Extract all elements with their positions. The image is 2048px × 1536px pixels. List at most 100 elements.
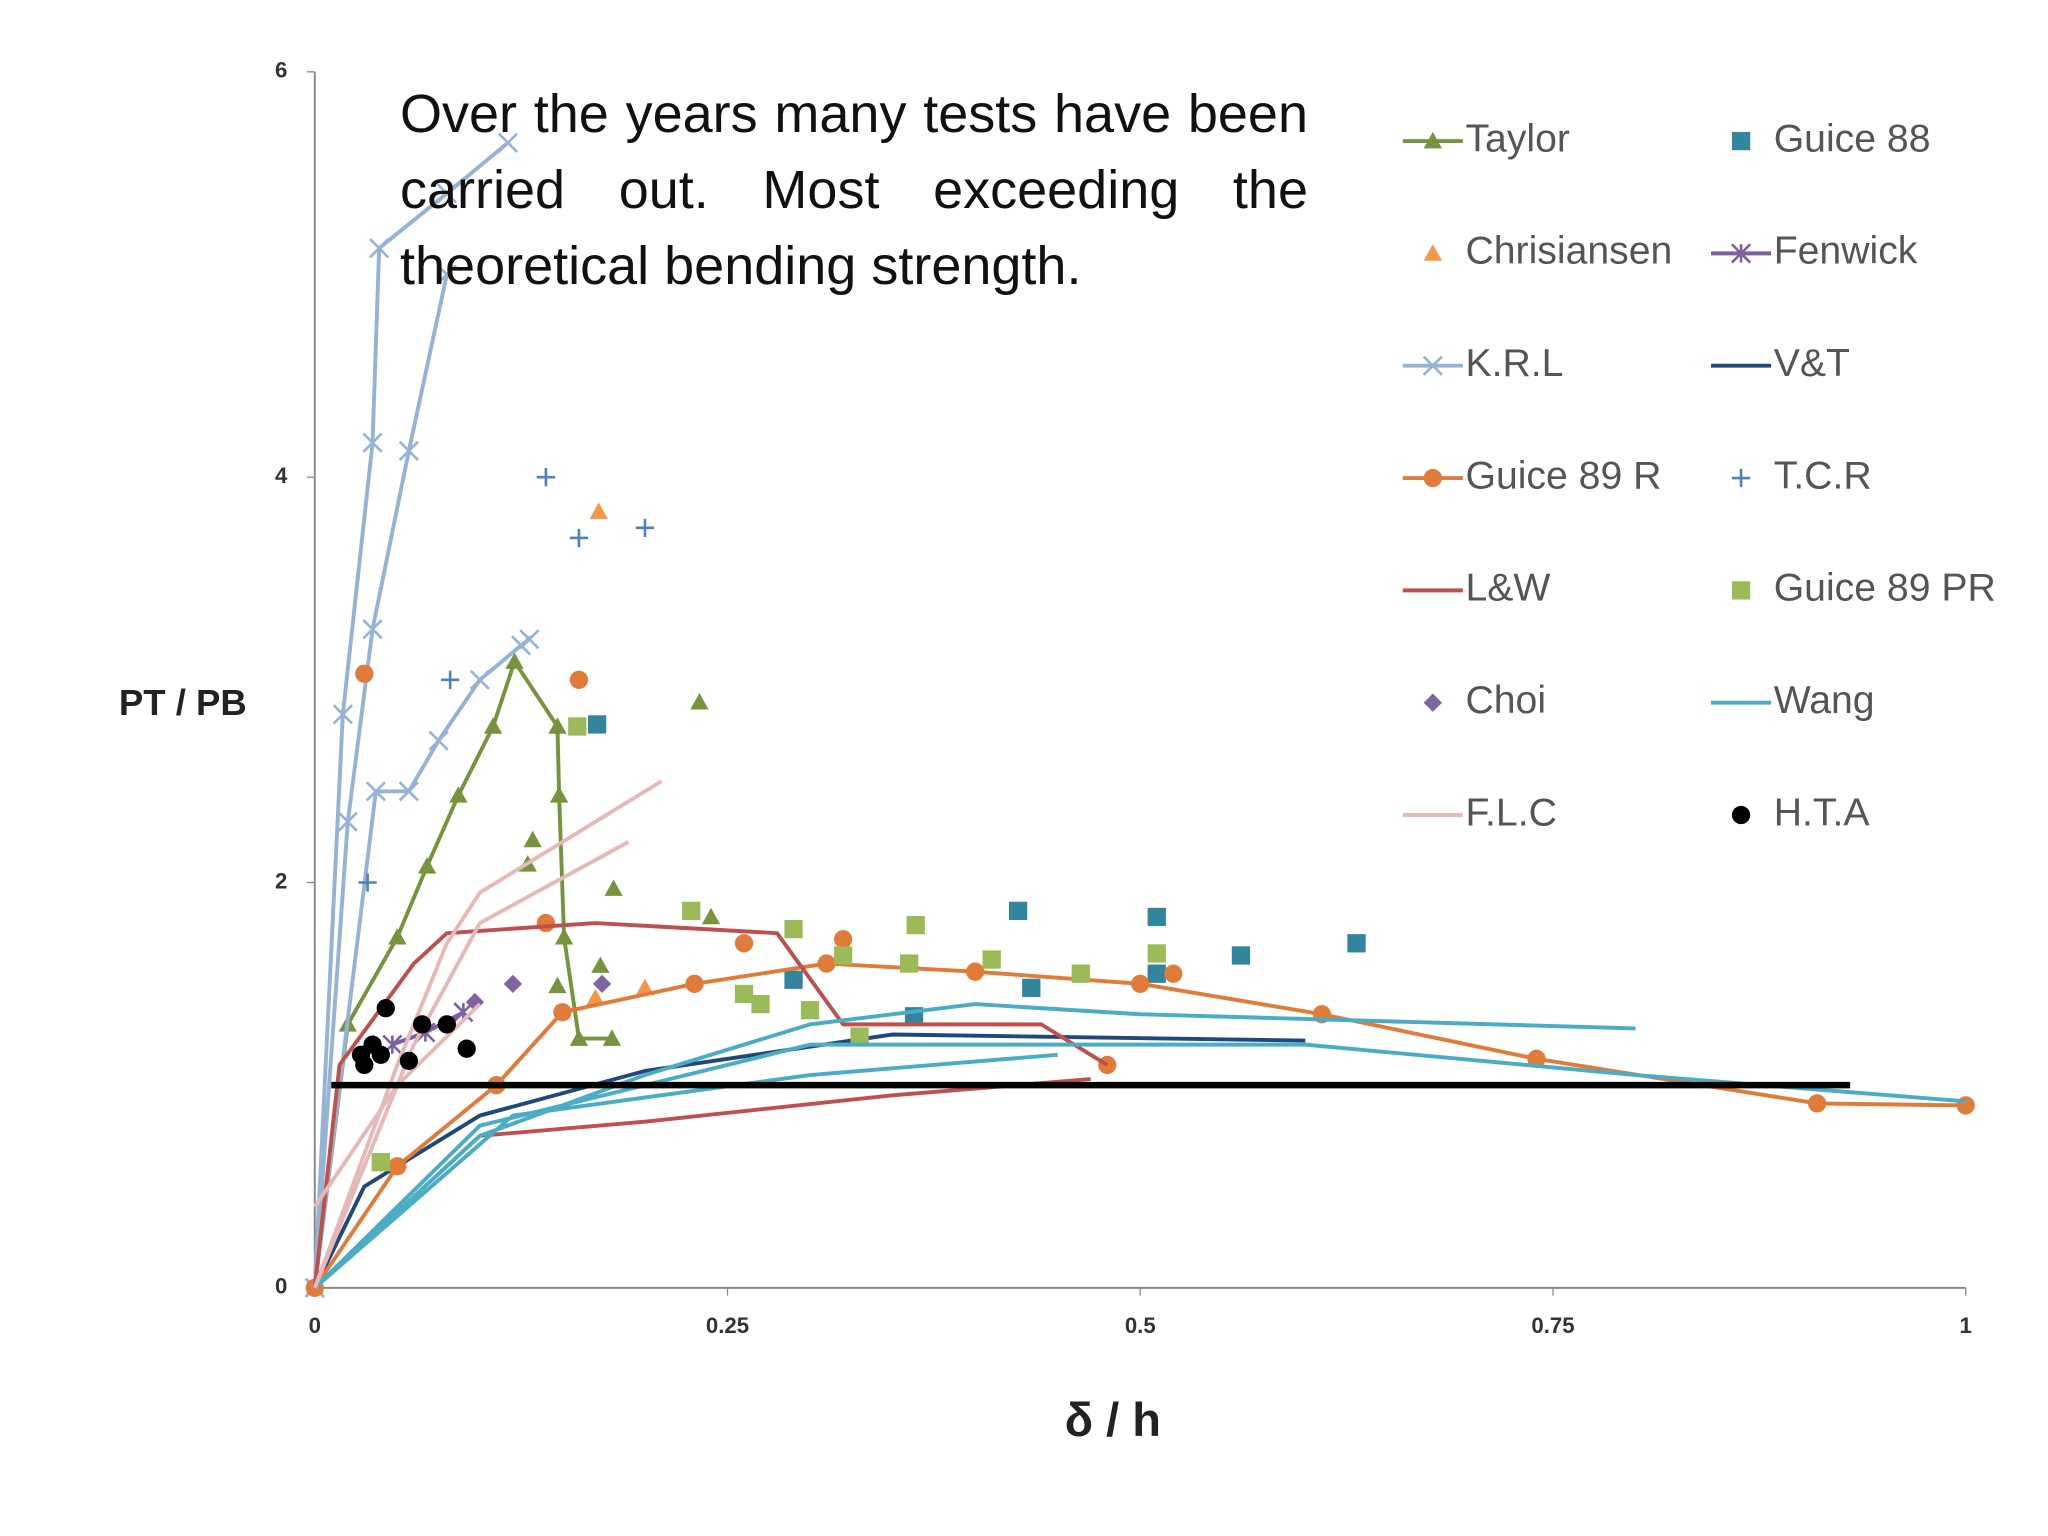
legend-label: Guice 88 xyxy=(1774,117,1931,160)
marker xyxy=(428,730,449,751)
marker xyxy=(417,857,437,874)
marker xyxy=(682,901,701,921)
marker xyxy=(376,999,395,1018)
marker xyxy=(371,1045,390,1064)
marker xyxy=(635,978,655,996)
marker xyxy=(701,907,721,925)
legend-label: K.R.L xyxy=(1465,342,1563,385)
marker xyxy=(553,1003,572,1022)
legend-item: Fenwick xyxy=(1711,230,1918,273)
legend-label: Choi xyxy=(1465,679,1546,722)
marker xyxy=(966,962,985,981)
marker xyxy=(351,1045,371,1064)
marker xyxy=(441,670,460,689)
legend-marker xyxy=(1423,693,1442,712)
legend-marker xyxy=(1423,131,1442,149)
legend-item: Choi xyxy=(1423,679,1546,722)
marker xyxy=(587,715,607,734)
marker xyxy=(503,974,523,993)
legend-marker xyxy=(1423,468,1442,488)
y-tick-label: 0 xyxy=(275,1274,287,1299)
legend-label: Taylor xyxy=(1465,117,1570,160)
marker xyxy=(437,1015,456,1034)
legend-item: T.C.R xyxy=(1731,454,1872,497)
x-axis-label: δ / h xyxy=(1065,1393,1161,1446)
marker xyxy=(850,1027,869,1046)
legend-item: H.T.A xyxy=(1731,791,1870,834)
y-axis-label: PT / PB xyxy=(119,682,247,723)
legend: Taylor Guice 88 Chrisiansen Fenwick K.R.L V&T… xyxy=(1402,117,1996,834)
marker xyxy=(1164,964,1183,983)
marker xyxy=(365,781,386,802)
marker xyxy=(1231,946,1251,965)
marker xyxy=(751,994,770,1014)
y-tick-label: 2 xyxy=(275,868,287,893)
marker xyxy=(690,692,709,710)
y-tick-label: 4 xyxy=(275,463,288,488)
marker xyxy=(1008,901,1028,921)
x-tick-label: 1 xyxy=(1960,1313,1972,1338)
marker xyxy=(1147,964,1166,983)
legend-item: Guice 89 PR xyxy=(1731,567,1996,610)
marker xyxy=(519,629,540,650)
marker xyxy=(817,954,836,973)
legend-label: Guice 89 R xyxy=(1465,454,1661,497)
legend-item: L&W xyxy=(1402,567,1550,610)
x-tick-label: 0.5 xyxy=(1125,1313,1156,1338)
y-tick-label: 6 xyxy=(275,58,287,83)
marker xyxy=(371,1153,390,1172)
marker xyxy=(536,468,556,487)
legend-label: V&T xyxy=(1774,342,1850,385)
marker xyxy=(399,1051,419,1070)
marker xyxy=(833,946,853,965)
marker xyxy=(784,970,803,989)
marker xyxy=(1807,1094,1827,1113)
marker xyxy=(1131,974,1150,993)
marker xyxy=(388,1157,407,1176)
marker xyxy=(906,915,925,935)
legend-marker xyxy=(1731,581,1751,600)
x-tick-label: 0.25 xyxy=(706,1313,749,1338)
marker xyxy=(483,717,503,734)
legend-label: L&W xyxy=(1465,567,1550,610)
legend-item: Taylor xyxy=(1402,117,1570,160)
legend-label: Fenwick xyxy=(1774,230,1918,273)
x-tick-label: 0 xyxy=(309,1313,321,1338)
marker xyxy=(899,954,919,973)
legend-label: Chrisiansen xyxy=(1465,230,1672,273)
marker xyxy=(800,1001,820,1020)
marker xyxy=(436,264,457,285)
marker xyxy=(569,1029,589,1046)
marker xyxy=(554,928,574,945)
legend-label: F.L.C xyxy=(1465,791,1556,834)
marker xyxy=(523,830,542,848)
marker xyxy=(635,518,655,537)
marker xyxy=(549,786,569,803)
marker xyxy=(412,1015,432,1034)
marker xyxy=(1022,978,1041,998)
marker xyxy=(332,704,353,725)
marker xyxy=(569,670,589,689)
marker xyxy=(548,717,567,734)
legend-item: Guice 89 R xyxy=(1402,454,1661,497)
legend-item: Chrisiansen xyxy=(1423,230,1672,273)
legend-label: Guice 89 PR xyxy=(1774,567,1996,610)
marker xyxy=(369,238,390,259)
legend-item: K.R.L xyxy=(1402,342,1563,385)
series-line xyxy=(312,659,612,1289)
legend-marker xyxy=(1422,355,1443,376)
marker xyxy=(1347,934,1366,953)
legend-marker xyxy=(1731,805,1751,825)
marker xyxy=(449,786,468,803)
marker xyxy=(982,950,1001,969)
marker xyxy=(536,913,556,933)
marker xyxy=(436,183,457,204)
marker xyxy=(602,1029,622,1046)
marker xyxy=(568,717,587,736)
legend-label: Wang xyxy=(1774,679,1875,722)
marker xyxy=(1071,964,1090,983)
marker xyxy=(469,669,490,690)
marker xyxy=(833,930,853,949)
marker xyxy=(1147,944,1166,963)
